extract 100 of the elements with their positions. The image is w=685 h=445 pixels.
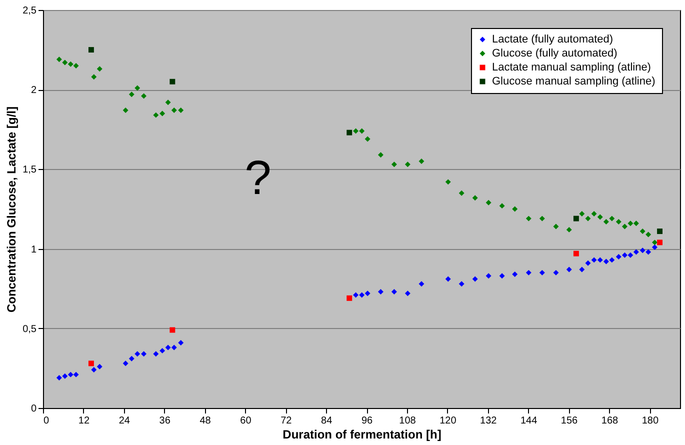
x-tick-label: 72 <box>280 416 292 426</box>
point <box>640 248 646 254</box>
legend-label: Lactate (fully automated) <box>492 34 614 46</box>
legend-label: Glucose manual sampling (atline) <box>492 76 656 88</box>
point <box>128 92 134 98</box>
point <box>171 344 177 350</box>
x-tick-label: 108 <box>399 416 416 426</box>
legend-label: Lactate manual sampling (atline) <box>492 62 651 74</box>
point <box>539 270 545 276</box>
point <box>585 216 591 222</box>
point <box>609 257 615 263</box>
point <box>616 218 622 224</box>
point <box>88 360 94 366</box>
point <box>56 375 62 380</box>
point <box>566 266 572 272</box>
point <box>359 292 365 298</box>
point <box>646 249 652 255</box>
point <box>472 276 478 282</box>
point <box>378 152 384 158</box>
point <box>657 240 663 246</box>
x-tick-label: 60 <box>240 416 252 426</box>
point <box>573 216 579 222</box>
point <box>128 356 134 362</box>
point <box>165 344 171 350</box>
point <box>609 216 615 222</box>
point <box>378 289 384 295</box>
point <box>160 348 166 354</box>
point <box>512 272 518 278</box>
point <box>134 85 140 91</box>
point <box>68 61 74 67</box>
point <box>526 216 532 222</box>
x-tick-label: 156 <box>560 416 578 426</box>
point <box>73 372 79 378</box>
point <box>153 351 159 357</box>
point <box>622 252 628 258</box>
point <box>68 372 74 378</box>
point <box>171 108 177 114</box>
point <box>597 214 603 220</box>
point <box>122 360 128 366</box>
y-tick-label: 0 <box>30 404 37 414</box>
x-tick-label: 24 <box>118 416 130 426</box>
point <box>178 108 184 114</box>
point <box>73 62 79 68</box>
point <box>579 266 585 272</box>
point <box>178 340 184 346</box>
point <box>153 112 159 118</box>
point <box>657 228 663 234</box>
point <box>585 260 591 266</box>
x-tick-label: 168 <box>601 416 618 426</box>
point <box>353 128 359 134</box>
point <box>141 351 147 357</box>
point <box>603 258 609 264</box>
x-tick-label: 48 <box>200 416 212 426</box>
point <box>353 292 359 298</box>
y-tick-label: 1,5 <box>22 164 37 176</box>
point <box>573 250 579 256</box>
point <box>359 128 365 134</box>
point <box>391 162 397 168</box>
x-tick-label: 144 <box>520 416 538 426</box>
point <box>553 270 559 276</box>
point <box>553 224 559 230</box>
point <box>418 158 424 164</box>
point <box>346 130 352 136</box>
x-axis-title: Duration of fermentation [h] <box>282 428 442 442</box>
point <box>62 60 68 66</box>
point <box>628 220 634 226</box>
point <box>165 100 171 106</box>
x-tick-label: 0 <box>44 416 50 426</box>
point <box>91 74 97 80</box>
x-tick-label: 180 <box>642 416 659 426</box>
x-tick-label: 120 <box>440 416 457 426</box>
point <box>391 289 397 295</box>
point <box>122 108 128 114</box>
point <box>141 93 147 99</box>
point <box>404 290 410 296</box>
y-axis-title: Concentration Glucose, Lactate [g/l] <box>4 106 19 313</box>
annotation: ? <box>244 152 272 205</box>
point <box>539 216 545 222</box>
point <box>640 228 646 234</box>
x-tick-label: 132 <box>480 416 498 426</box>
point <box>566 226 572 232</box>
point <box>486 273 492 279</box>
point <box>418 281 424 287</box>
point <box>96 66 102 72</box>
point <box>652 244 658 250</box>
point <box>591 257 597 263</box>
point <box>404 162 410 168</box>
point <box>603 218 609 224</box>
point <box>597 257 603 263</box>
point <box>91 367 97 373</box>
point <box>445 179 451 185</box>
point <box>364 136 370 142</box>
point <box>346 295 352 301</box>
point <box>616 254 622 260</box>
point <box>526 270 532 276</box>
point <box>134 351 140 357</box>
y-tick-label: 1 <box>30 244 37 256</box>
point <box>62 373 68 379</box>
y-tick-label: 0,5 <box>22 324 37 335</box>
point <box>170 78 176 84</box>
